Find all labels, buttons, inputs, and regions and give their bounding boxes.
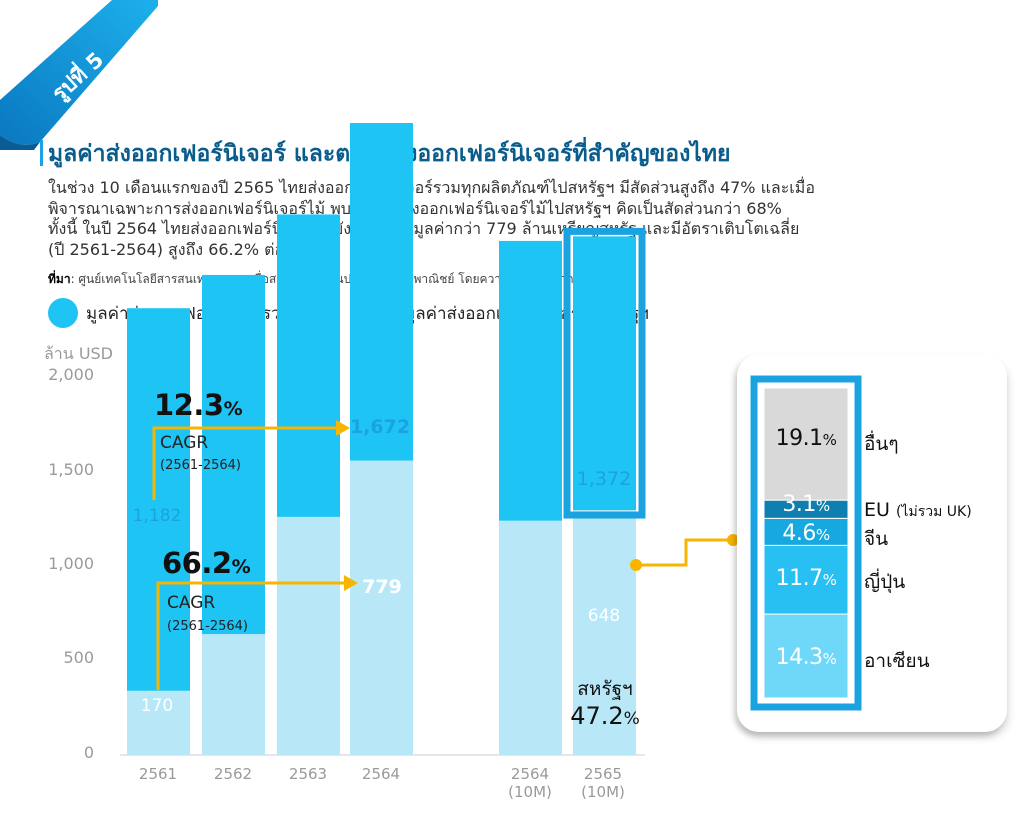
data-label-us-2564: 779 bbox=[362, 576, 402, 598]
description-line: พิจารณาเฉพาะการส่งออกเฟอร์นิเจอร์ไม้ พบว… bbox=[48, 198, 782, 218]
x-tick-text: 2563 bbox=[288, 765, 328, 783]
x-tick-text: 2564 bbox=[361, 765, 401, 783]
connector-dot-end bbox=[727, 534, 739, 546]
x-tick-label: 2564 (10M) bbox=[508, 765, 552, 801]
x-tick-label: 2564 bbox=[346, 765, 416, 783]
cagr-us-label: CAGR bbox=[167, 593, 216, 613]
cagr-total-label: CAGR bbox=[160, 433, 209, 453]
cagr-total-arrow-head bbox=[336, 420, 350, 436]
bar-us bbox=[202, 634, 265, 755]
cagr-total-value: 12.3% bbox=[154, 388, 243, 422]
y-tick-label: 0 bbox=[83, 743, 94, 762]
x-tick-text: 2561 bbox=[138, 765, 178, 783]
cagr-us-unit: % bbox=[231, 556, 251, 578]
panel-connector-line bbox=[636, 538, 732, 567]
figure-tag-ribbon: รูปที่ 5 bbox=[0, 0, 158, 150]
us-share-number: 47.2 bbox=[570, 702, 624, 730]
y-tick-label: 1,500 bbox=[48, 460, 94, 479]
cagr-total-unit: % bbox=[223, 398, 243, 420]
segment-name-asean: อาเซียน bbox=[864, 650, 930, 672]
data-label-total-2561: 1,182 bbox=[132, 506, 182, 526]
x-tick-label: 2563 bbox=[273, 765, 343, 783]
cagr-total-arrow-line bbox=[152, 426, 338, 500]
segment-name-eu-note: (ไม่รวม UK) bbox=[895, 504, 972, 520]
stack-frame bbox=[750, 375, 862, 711]
segment-value-others: 19.1% bbox=[775, 426, 837, 451]
segment-value-japan: 11.7% bbox=[775, 566, 837, 591]
y-tick-label: 1,000 bbox=[48, 554, 94, 573]
bar-us bbox=[573, 510, 636, 755]
cagr-us-arrow-head bbox=[344, 575, 358, 591]
cagr-us-period: (2561-2564) bbox=[167, 619, 249, 634]
cagr-us-number: 66.2 bbox=[162, 546, 232, 580]
segment-name-eu-text: EU bbox=[864, 499, 890, 521]
bar-us bbox=[499, 520, 562, 755]
cagr-total-period: (2561-2564) bbox=[160, 458, 242, 473]
data-label-us-2561: 170 bbox=[140, 696, 174, 716]
segment-value-china: 4.6% bbox=[782, 521, 830, 546]
segment-name-japan: ญี่ปุ่น bbox=[864, 571, 906, 593]
x-tick-label: 2561 bbox=[123, 765, 193, 783]
y-axis-label: ล้าน USD bbox=[44, 344, 113, 363]
y-tick-label: 500 bbox=[63, 648, 94, 667]
cagr-total-number: 12.3 bbox=[154, 388, 224, 422]
title-accent-bar bbox=[40, 140, 43, 166]
legend-swatch-total bbox=[48, 298, 78, 328]
highlight-box-2565 bbox=[563, 227, 646, 519]
cagr-us-arrow-line bbox=[156, 581, 346, 690]
y-tick-label: 2,000 bbox=[48, 365, 94, 384]
data-label-total-2565: 1,372 bbox=[576, 468, 632, 490]
us-share-value: 47.2% bbox=[560, 702, 650, 730]
bar-us bbox=[127, 690, 190, 755]
x-tick-text: 2562 bbox=[213, 765, 253, 783]
segment-value-eu-num: 3.1 bbox=[782, 492, 816, 517]
segment-name-china: จีน bbox=[864, 528, 889, 550]
segment-value-asean: 14.3% bbox=[775, 645, 837, 670]
data-label-total-2564: 1,672 bbox=[349, 416, 411, 438]
segment-asean bbox=[763, 613, 849, 699]
segment-value-japan-num: 11.7 bbox=[775, 566, 823, 591]
description-line: (ปี 2561-2564) สูงถึง 66.2% ต่อปี bbox=[48, 239, 295, 259]
x-tick-label: 2565 (10M) bbox=[581, 765, 625, 801]
source-label: ที่มา bbox=[48, 272, 71, 286]
segment-value-others-num: 19.1 bbox=[775, 426, 823, 451]
us-share-label: สหรัฐฯ bbox=[577, 678, 633, 700]
segment-value-eu: 3.1% bbox=[782, 492, 830, 517]
cagr-us-value: 66.2% bbox=[162, 546, 251, 580]
segment-value-asean-num: 14.3 bbox=[775, 645, 823, 670]
description-line: ในช่วง 10 เดือนแรกของปี 2565 ไทยส่งออกเฟ… bbox=[48, 178, 815, 197]
bar-us bbox=[277, 516, 340, 755]
segment-name-others: อื่นๆ bbox=[864, 433, 899, 455]
x-tick-label: 2562 bbox=[198, 765, 268, 783]
bar-us bbox=[350, 460, 413, 755]
segment-value-china-num: 4.6 bbox=[782, 521, 816, 546]
us-share-unit: % bbox=[623, 709, 640, 729]
data-label-us-2565: 648 bbox=[587, 606, 621, 626]
segment-others bbox=[763, 387, 849, 501]
segment-name-eu: EU (ไม่รวม UK) bbox=[864, 499, 972, 523]
connector-dot-start bbox=[630, 559, 642, 571]
